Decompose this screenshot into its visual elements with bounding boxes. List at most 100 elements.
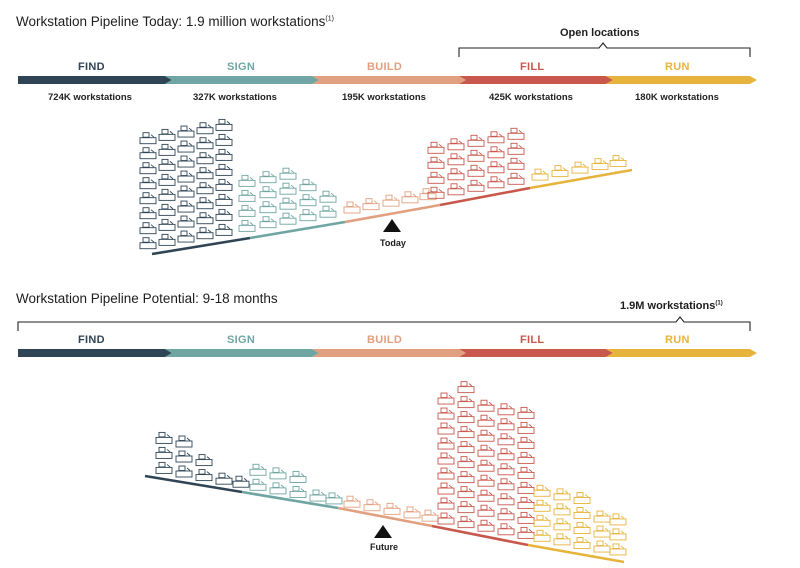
today-fill-workstation-icon [447,168,465,181]
today-build-workstation-icon [362,198,380,211]
potential-run-workstation-icon [609,528,627,541]
today-find-workstation-icon [215,163,233,176]
today-fill-workstation-icon [487,146,505,159]
potential-marker-triangle [374,525,392,538]
potential-fill-workstation-icon [437,482,455,495]
today-run-workstation-icon [591,158,609,171]
potential-fill-workstation-icon [457,516,475,529]
potential-find-workstation-icon [175,450,193,463]
potential-fill-workstation-icon [437,407,455,420]
potential-run-workstation-icon [609,543,627,556]
today-fill-workstation-icon [487,176,505,189]
today-find-workstation-icon [177,215,195,228]
potential-stage-find: FIND [78,334,105,346]
today-sign-workstation-icon [259,216,277,229]
potential-sign-workstation-icon [325,492,343,505]
potential-find-workstation-icon [195,454,213,467]
today-count-find: 724K workstations [48,92,132,103]
potential-fill-workstation-icon [497,478,515,491]
today-find-workstation-icon [158,143,176,156]
today-fill-workstation-icon [427,171,445,184]
today-build-workstation-icon [382,194,400,207]
today-baseline-run [529,168,633,190]
potential-build-workstation-icon [343,495,361,508]
potential-fill-workstation-icon [517,421,535,434]
today-run-workstation-icon [609,154,627,167]
potential-fill-workstation-icon [457,501,475,514]
today-sign-workstation-icon [238,204,256,217]
today-find-workstation-icon [196,152,214,165]
potential-stage-sign: SIGN [227,334,256,346]
today-find-workstation-icon [196,212,214,225]
potential-sign-workstation-icon [269,467,287,480]
potential-fill-workstation-icon [437,497,455,510]
today-fill-workstation-icon [447,183,465,196]
today-arrow-find [18,76,172,84]
today-sign-workstation-icon [299,194,317,207]
potential-build-workstation-icon [383,502,401,515]
potential-fill-workstation-icon [517,466,535,479]
today-baseline-build [344,203,441,224]
today-baseline-fill [439,186,531,207]
today-fill-workstation-icon [487,131,505,144]
today-baseline-sign [249,220,346,240]
potential-run-workstation-icon [573,537,591,549]
potential-title: Workstation Pipeline Potential: 9-18 mon… [16,291,278,306]
today-find-workstation-icon [139,192,157,205]
open-locations-label: Open locations [560,27,640,39]
today-find-workstation-icon [215,148,233,161]
potential-find-workstation-icon [232,475,250,488]
today-stage-find: FIND [78,61,105,73]
potential-stage-run: RUN [665,334,690,346]
today-fill-workstation-icon [467,164,485,177]
potential-baseline-sign [241,490,339,510]
potential-fill-workstation-icon [517,496,535,509]
today-fill-workstation-icon [427,186,445,199]
today-fill-workstation-icon [467,179,485,192]
today-find-workstation-icon [158,233,176,246]
potential-fill-workstation-icon [497,433,515,446]
today-fill-workstation-icon [447,138,465,151]
potential-fill-workstation-icon [517,436,535,449]
potential-fill-workstation-icon [497,463,515,476]
potential-run-workstation-icon [553,488,571,501]
today-find-workstation-icon [158,203,176,216]
today-fill-workstation-icon [467,134,485,147]
potential-baseline-find [144,474,243,494]
today-fill-workstation-icon [507,172,525,185]
potential-run-workstation-icon [593,525,611,538]
potential-find-workstation-icon [175,435,193,448]
potential-fill-workstation-icon [517,451,535,464]
today-stage-fill: FILL [520,61,545,73]
potential-baseline-build [337,506,433,528]
potential-sign-workstation-icon [289,486,307,498]
today-find-workstation-icon [139,147,157,160]
today-find-workstation-icon [158,173,176,186]
potential-find-workstation-icon [155,431,173,444]
today-arrow-build [312,76,466,84]
potential-marker-label: Future [370,542,398,552]
potential-fill-workstation-icon [437,392,455,405]
today-sign-workstation-icon [319,190,337,203]
potential-fill-workstation-icon [477,474,495,487]
potential-fill-workstation-icon [437,437,455,450]
today-find-workstation-icon [139,222,157,235]
total-workstations-label: 1.9M workstations(1) [620,300,723,312]
potential-find-workstation-icon [215,472,233,485]
potential-baseline-fill [431,524,529,547]
today-sign-workstation-icon [259,201,277,214]
potential-run-workstation-icon [573,492,591,504]
potential-fill-workstation-icon [457,396,475,409]
potential-find-workstation-icon [195,469,213,482]
today-find-workstation-icon [177,125,195,138]
potential-run-workstation-icon [573,507,591,519]
potential-fill-workstation-icon [437,422,455,435]
today-sign-workstation-icon [238,174,256,187]
today-run-workstation-icon [551,165,569,178]
potential-fill-workstation-icon [497,448,515,461]
today-fill-workstation-icon [507,127,525,140]
today-sign-workstation-icon [279,212,297,225]
potential-sign-workstation-icon [289,471,307,483]
potential-run-workstation-icon [553,518,571,531]
potential-fill-workstation-icon [457,486,475,499]
